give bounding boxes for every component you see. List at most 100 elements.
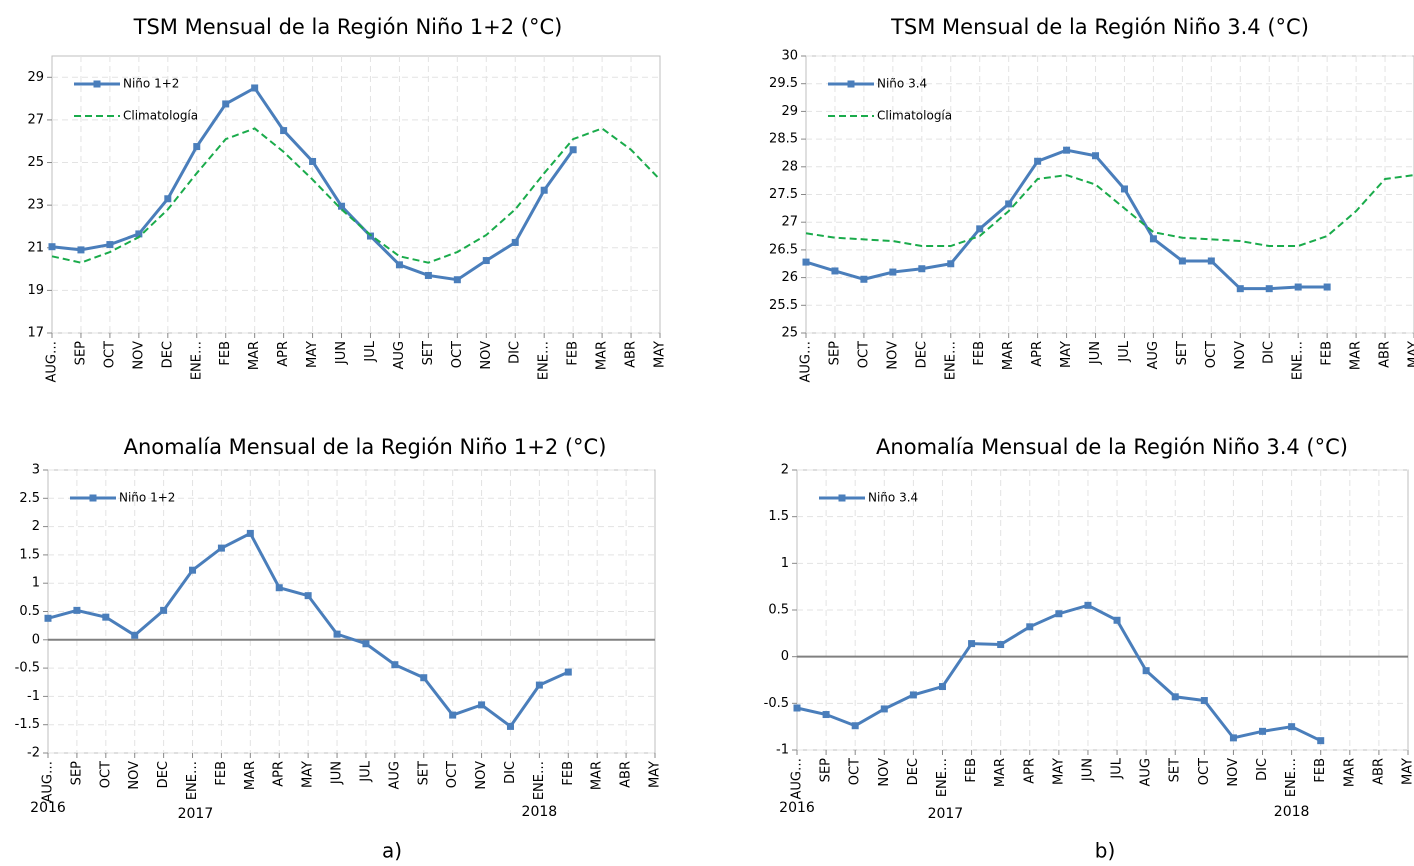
x-tick-label: DEC xyxy=(156,761,171,788)
point xyxy=(391,661,399,669)
y-tick-label: -2 xyxy=(27,746,40,761)
y-tick-label: 28.5 xyxy=(769,132,798,147)
x-tick-label: JUL xyxy=(358,760,373,782)
x-tick-label: ENE… xyxy=(1284,758,1299,797)
caption: b) xyxy=(1095,839,1116,863)
x-tick-label: MAR xyxy=(590,761,605,790)
y-tick-label: 30 xyxy=(781,49,798,64)
y-tick-label: 27 xyxy=(781,215,798,230)
y-tick-label: 19 xyxy=(27,283,44,298)
x-tick-label: OCT xyxy=(848,758,863,785)
point xyxy=(909,691,917,699)
legend-marker xyxy=(838,494,846,502)
x-tick-label: NOV xyxy=(474,761,489,790)
x-tick-label: NOV xyxy=(479,341,494,370)
point xyxy=(222,100,230,108)
y-tick-label: 23 xyxy=(27,198,44,213)
y-tick-label: 25 xyxy=(27,155,44,170)
point xyxy=(395,261,403,269)
x-tick-label: AUG xyxy=(392,341,407,369)
point xyxy=(880,705,888,713)
legend-label: Niño 1+2 xyxy=(123,77,179,91)
x-tick-label: ENE… xyxy=(935,758,950,797)
point xyxy=(1265,285,1273,293)
x-tick-label: JUL xyxy=(363,340,378,362)
legend-label: Climatología xyxy=(877,109,952,123)
y-tick-label: 29.5 xyxy=(769,76,798,91)
x-tick-label: SET xyxy=(416,761,431,785)
y-tick-label: 0.5 xyxy=(768,603,789,618)
point xyxy=(938,683,946,691)
x-tick-label: DIC xyxy=(503,761,518,784)
point xyxy=(997,641,1005,649)
point xyxy=(918,265,926,273)
x-tick-label: DIC xyxy=(1262,341,1277,364)
point xyxy=(1236,285,1244,293)
year-label: 2017 xyxy=(178,806,214,822)
point xyxy=(947,260,955,268)
point xyxy=(1323,283,1331,291)
x-tick-label: FEB xyxy=(561,761,576,786)
y-tick-label: -0.5 xyxy=(15,661,40,676)
point xyxy=(1034,157,1042,165)
point xyxy=(135,230,143,238)
x-tick-label: NOV xyxy=(1233,341,1248,370)
point xyxy=(333,630,341,638)
y-tick-label: 28 xyxy=(781,159,798,174)
point xyxy=(564,668,572,676)
point xyxy=(793,704,801,712)
x-tick-label: AUG… xyxy=(41,761,56,802)
x-tick-label: ABR xyxy=(1371,758,1386,785)
point xyxy=(831,267,839,275)
point xyxy=(1294,283,1302,291)
point xyxy=(338,202,346,210)
point xyxy=(1084,601,1092,609)
x-tick-label: JUN xyxy=(330,761,345,785)
x-tick-label: MAR xyxy=(247,341,262,370)
legend-label: Climatología xyxy=(123,109,198,123)
x-tick-label: NOV xyxy=(127,761,142,790)
caption: a) xyxy=(382,839,402,863)
year-label: 2016 xyxy=(30,800,66,816)
year-label: 2016 xyxy=(779,800,815,816)
y-tick-label: 27 xyxy=(27,112,44,127)
point xyxy=(506,722,514,730)
y-tick-label: 0.5 xyxy=(19,604,40,619)
x-tick-label: MAR xyxy=(595,341,610,370)
x-tick-label: JUL xyxy=(1117,340,1132,362)
y-tick-label: 29 xyxy=(27,70,44,85)
x-tick-label: OCT xyxy=(102,341,117,368)
x-tick-label: ENE… xyxy=(1291,341,1306,380)
y-tick-label: 0 xyxy=(32,632,40,647)
x-tick-label: NOV xyxy=(877,758,892,787)
x-tick-label: DEC xyxy=(914,341,929,368)
x-tick-label: MAR xyxy=(1342,758,1357,787)
x-tick-label: FEB xyxy=(566,341,581,366)
series-line xyxy=(805,174,1414,248)
x-tick-label: APR xyxy=(276,341,291,367)
y-tick-label: 25 xyxy=(781,326,798,341)
x-tick-label: NOV xyxy=(131,341,146,370)
x-tick-label: SEP xyxy=(69,761,84,785)
x-tick-label: AUG… xyxy=(45,341,60,382)
point xyxy=(1317,737,1325,745)
point xyxy=(1113,616,1121,624)
point xyxy=(275,584,283,592)
x-tick-label: OCT xyxy=(98,761,113,788)
x-tick-label: ABR xyxy=(624,341,639,368)
point xyxy=(1288,723,1296,731)
point xyxy=(802,258,810,266)
x-tick-label: OCT xyxy=(445,761,460,788)
x-tick-label: NOV xyxy=(1226,758,1241,787)
point xyxy=(822,711,830,719)
x-tick-label: MAR xyxy=(243,761,258,790)
chart-title: TSM Mensual de la Región Niño 3.4 (°C) xyxy=(890,15,1309,39)
point xyxy=(193,143,201,151)
point xyxy=(511,238,519,246)
x-tick-label: FEB xyxy=(218,341,233,366)
point xyxy=(73,606,81,614)
x-tick-label: SET xyxy=(421,341,436,365)
point xyxy=(1171,693,1179,701)
legend-marker xyxy=(89,494,97,502)
